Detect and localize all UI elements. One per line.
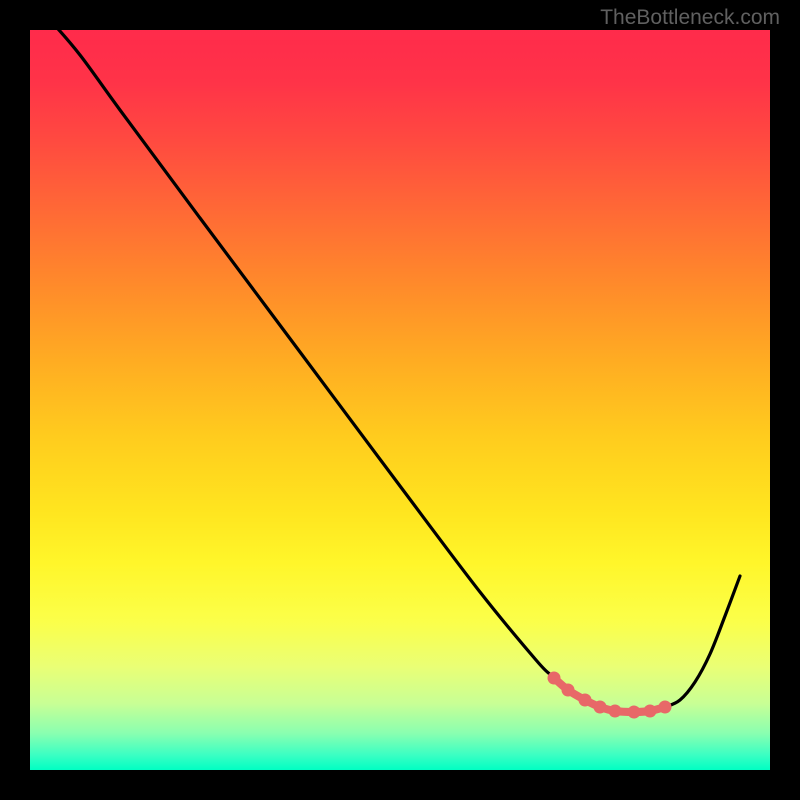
optimal-marker	[644, 705, 657, 718]
optimal-marker	[594, 701, 607, 714]
optimal-marker	[579, 694, 592, 707]
watermark-text: TheBottleneck.com	[600, 6, 780, 30]
optimal-marker	[628, 706, 641, 719]
plot-area	[30, 30, 770, 770]
optimal-marker	[609, 705, 622, 718]
chart-svg	[30, 30, 770, 770]
optimal-marker	[562, 684, 575, 697]
optimal-marker	[659, 701, 672, 714]
optimal-marker	[548, 672, 561, 685]
